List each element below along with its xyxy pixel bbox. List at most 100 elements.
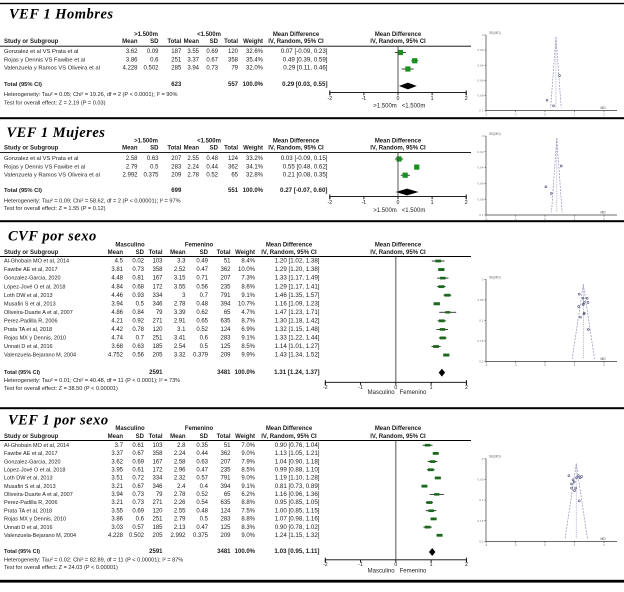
svg-text:2.24: 2.24 [187,164,199,170]
svg-text:4.86: 4.86 [111,310,123,316]
svg-text:8.4%: 8.4% [241,259,255,265]
svg-text:0.71: 0.71 [196,276,208,282]
svg-text:2.24: 2.24 [174,451,186,457]
svg-text:0.15: 0.15 [478,519,484,523]
svg-text:1.24 [1.15, 1.32]: 1.24 [1.15, 1.32] [275,532,320,539]
svg-text:0.73: 0.73 [206,65,218,71]
svg-text:271: 271 [152,318,163,324]
svg-text:0.1: 0.1 [479,498,484,502]
svg-text:8.5%: 8.5% [241,344,255,350]
svg-text:33.2%: 33.2% [246,156,264,162]
svg-text:SD: SD [200,434,209,440]
svg-text:0.61: 0.61 [132,443,144,449]
svg-text:32.0%: 32.0% [246,65,264,71]
svg-text:Unnati D et al, 2016: Unnati D et al, 2016 [4,525,53,531]
svg-text:2.78: 2.78 [187,172,199,178]
svg-text:CVF por sexo: CVF por sexo [8,228,97,244]
svg-text:MD: MD [601,537,607,541]
svg-text:124: 124 [228,156,239,162]
svg-text:1.13 [1.05, 1.21]: 1.13 [1.05, 1.21] [275,450,320,457]
svg-text:0.56: 0.56 [196,284,208,290]
svg-text:125: 125 [220,525,231,531]
svg-text:Total: Total [167,39,181,45]
svg-text:8.7%: 8.7% [241,318,255,324]
svg-text:10.0%: 10.0% [238,267,256,273]
svg-text:1: 1 [574,217,576,221]
svg-text:Study or Subgroup: Study or Subgroup [4,146,59,152]
svg-text:3.81: 3.81 [111,267,123,273]
svg-text:0.27 [-0.07, 0.60]: 0.27 [-0.07, 0.60] [280,187,327,194]
svg-text:Al-Ghobain MO et al, 2014: Al-Ghobain MO et al, 2014 [4,259,69,265]
svg-text:0.52: 0.52 [196,492,208,498]
svg-text:4.7%: 4.7% [241,310,255,316]
svg-text:0.7: 0.7 [136,336,145,342]
svg-text:699: 699 [171,188,182,194]
svg-text:-2: -2 [485,363,488,367]
svg-text:0.52: 0.52 [206,172,218,178]
svg-text:2591: 2591 [149,549,163,555]
svg-text:Total (95% CI): Total (95% CI) [4,549,40,555]
svg-text:0.03 [-0.09, 0.15]: 0.03 [-0.09, 0.15] [281,155,328,162]
svg-text:3.37: 3.37 [187,57,199,63]
svg-text:0.48: 0.48 [206,156,218,162]
svg-text:172: 172 [152,284,163,290]
svg-text:Prata TA et al, 2018: Prata TA et al, 2018 [4,327,52,333]
svg-text:3.95: 3.95 [111,467,123,473]
svg-text:Mean Difference: Mean Difference [273,32,320,38]
svg-text:0: 0 [482,134,484,138]
svg-text:IV, Random, 95% CI: IV, Random, 95% CI [268,39,324,45]
svg-text:6.2%: 6.2% [241,492,255,498]
svg-text:120: 120 [152,508,163,514]
svg-text:124: 124 [220,508,231,514]
svg-text:0.08: 0.08 [478,94,484,98]
svg-text:0.69: 0.69 [132,508,144,514]
svg-text:0.57: 0.57 [196,476,208,482]
svg-text:0: 0 [482,33,484,37]
svg-text:-1: -1 [358,385,363,391]
svg-text:Weight: Weight [235,434,255,440]
svg-text:2.54: 2.54 [174,344,186,350]
svg-text:120: 120 [228,49,239,55]
svg-text:3.94: 3.94 [111,492,123,498]
svg-text:209: 209 [220,533,231,539]
svg-text:3.86: 3.86 [111,517,123,523]
svg-text:Heterogeneity: Tau² = 0.09; Ch: Heterogeneity: Tau² = 0.09; Chi² = 58.62… [4,198,181,204]
svg-text:0.93: 0.93 [132,293,144,299]
svg-text:0.63: 0.63 [147,156,159,162]
svg-text:7.5%: 7.5% [241,508,255,514]
svg-text:283: 283 [220,517,231,523]
svg-text:Test for overall effect: Z = 1: Test for overall effect: Z = 1.55 (P = 0… [4,206,106,212]
svg-text:IV, Random, 95% CI: IV, Random, 95% CI [370,146,426,152]
svg-text:51: 51 [224,443,231,449]
svg-text:1.31 [1.24, 1.37]: 1.31 [1.24, 1.37] [274,369,319,376]
svg-text:271: 271 [152,500,163,506]
svg-text:3.32: 3.32 [174,353,186,359]
svg-text:0.06: 0.06 [478,78,484,82]
svg-text:0.63: 0.63 [132,344,144,350]
svg-text:Mean Difference: Mean Difference [266,426,313,432]
svg-text:0: 0 [482,278,484,282]
svg-text:285: 285 [171,65,182,71]
svg-text:Weight: Weight [235,250,255,256]
svg-text:0.56: 0.56 [132,353,144,359]
svg-text:0.08: 0.08 [478,197,484,201]
svg-text:IV, Random, 95% CI: IV, Random, 95% CI [268,146,324,152]
svg-text:0.78: 0.78 [132,327,144,333]
svg-text:124: 124 [220,327,231,333]
svg-text:1: 1 [431,96,434,102]
svg-text:Mean: Mean [184,39,200,45]
svg-text:Mean Difference: Mean Difference [273,139,320,145]
svg-text:0: 0 [397,200,400,206]
svg-text:3.3: 3.3 [177,259,186,265]
svg-text:3481: 3481 [217,549,231,555]
svg-text:0.73: 0.73 [132,500,144,506]
svg-text:8.8%: 8.8% [241,500,255,506]
svg-text:0: 0 [482,457,484,461]
svg-text:791: 791 [220,293,231,299]
svg-text:SD: SD [210,146,219,152]
svg-text:0.379: 0.379 [193,353,209,359]
svg-text:2: 2 [603,217,605,221]
svg-text:362: 362 [220,267,231,273]
svg-text:Rojas MX y Dennis, 2010: Rojas MX y Dennis, 2010 [4,517,66,523]
svg-text:-2: -2 [327,200,332,206]
